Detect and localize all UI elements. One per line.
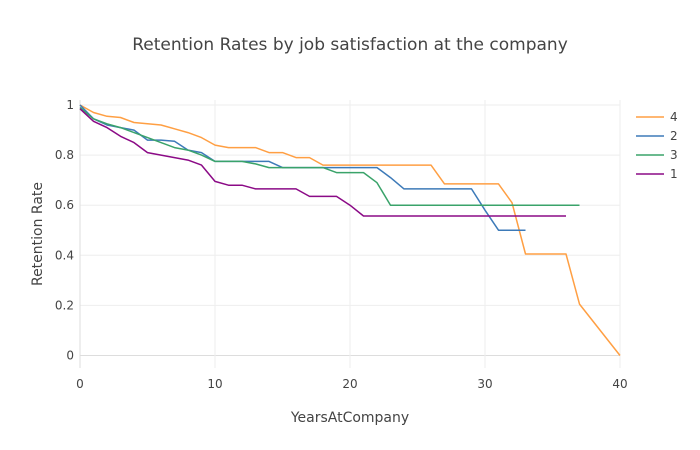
legend-label: 2	[670, 129, 678, 143]
legend-item-2[interactable]: 2	[636, 129, 678, 143]
y-tick-label: 0.8	[55, 148, 74, 162]
tick-layer: 00.20.40.60.810 10 20 30 40	[55, 98, 628, 391]
y-tick-label: 0.2	[55, 298, 74, 312]
y-tick-label: 0.4	[55, 248, 74, 262]
legend-label: 3	[670, 148, 678, 162]
series-layer	[79, 104, 621, 356]
series-line-1[interactable]	[79, 108, 566, 217]
legend-item-1[interactable]: 1	[636, 167, 678, 181]
legend[interactable]: 4 2 3 1	[636, 110, 678, 181]
legend-label: 1	[670, 167, 678, 181]
x-tick-label: 10	[207, 377, 222, 391]
series-line-3[interactable]	[79, 106, 580, 206]
y-tick-label: 1	[66, 98, 74, 112]
y-axis-title: Retention Rate	[30, 182, 46, 286]
x-axis-title: YearsAtCompany	[290, 410, 409, 426]
x-tick-label: 40	[612, 377, 627, 391]
legend-item-3[interactable]: 3	[636, 148, 678, 162]
y-tick-label: 0.6	[55, 198, 74, 212]
series-line-4[interactable]	[79, 104, 621, 356]
legend-label: 4	[670, 110, 678, 124]
legend-item-4[interactable]: 4	[636, 110, 678, 124]
x-tick-label: 20	[342, 377, 357, 391]
chart-title: Retention Rates by job satisfaction at t…	[132, 35, 568, 55]
x-tick-label: 30	[477, 377, 492, 391]
x-tick-label: 0	[76, 377, 84, 391]
y-tick-label: 0	[66, 348, 74, 362]
